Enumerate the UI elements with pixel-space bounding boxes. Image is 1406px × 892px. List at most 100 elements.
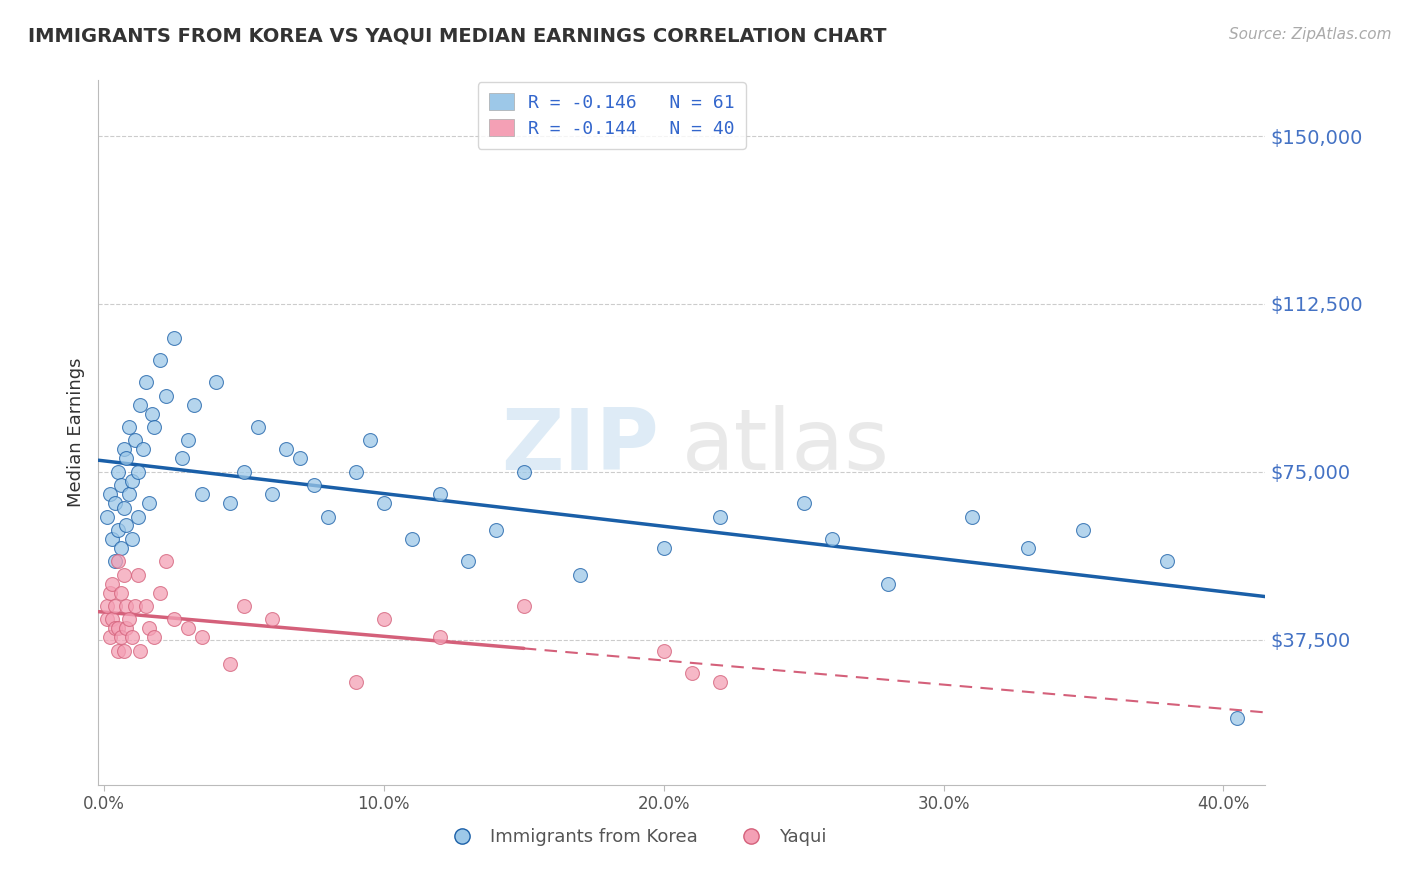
Point (568, 567, 591, 582)
Point (205, 376, 228, 390)
Text: ZIP: ZIP (501, 405, 658, 488)
Point (652, 644, 675, 658)
Point (121, 474, 143, 488)
Point (316, 509, 339, 524)
Point (233, 465, 256, 479)
Point (191, 487, 214, 501)
Point (127, 567, 149, 582)
Point (177, 621, 200, 635)
Point (260, 487, 283, 501)
Point (457, 554, 479, 568)
Point (110, 585, 132, 599)
Point (124, 599, 146, 613)
Point (143, 630, 166, 644)
Point (101, 612, 124, 626)
Point (143, 420, 166, 434)
Point (709, 675, 731, 690)
Point (115, 621, 138, 635)
Point (104, 621, 127, 635)
Text: IMMIGRANTS FROM KOREA VS YAQUI MEDIAN EARNINGS CORRELATION CHART: IMMIGRANTS FROM KOREA VS YAQUI MEDIAN EA… (28, 27, 887, 45)
Point (1226, 711, 1249, 725)
Point (172, 451, 194, 466)
Point (1017, 541, 1039, 555)
Point (793, 496, 815, 510)
Point (288, 451, 311, 466)
Point (429, 487, 451, 501)
Point (359, 434, 381, 448)
Point (115, 518, 138, 533)
Point (681, 666, 703, 681)
Point (121, 532, 143, 546)
Point (1156, 554, 1178, 568)
Point (149, 352, 172, 367)
Point (110, 478, 132, 492)
Point (513, 465, 536, 479)
Point (96, 509, 118, 524)
Text: Source: ZipAtlas.com: Source: ZipAtlas.com (1229, 27, 1392, 42)
Point (138, 496, 160, 510)
Point (107, 523, 129, 537)
Point (163, 330, 186, 344)
Point (98, 630, 121, 644)
Point (302, 478, 325, 492)
Point (155, 554, 177, 568)
Point (233, 599, 256, 613)
Point (107, 621, 129, 635)
Point (513, 599, 536, 613)
Point (1073, 523, 1095, 537)
Point (960, 509, 983, 524)
Point (373, 496, 395, 510)
Point (112, 442, 135, 457)
Point (876, 576, 898, 591)
Point (118, 612, 141, 626)
Point (112, 567, 135, 582)
Legend: Immigrants from Korea, Yaqui: Immigrants from Korea, Yaqui (437, 821, 834, 854)
Point (127, 465, 149, 479)
Point (246, 420, 269, 434)
Point (155, 389, 177, 403)
Point (401, 532, 423, 546)
Point (485, 523, 508, 537)
Point (112, 500, 135, 515)
Point (101, 576, 124, 591)
Point (124, 434, 146, 448)
Point (177, 434, 200, 448)
Point (709, 509, 731, 524)
Point (112, 644, 135, 658)
Text: atlas: atlas (682, 405, 890, 488)
Point (115, 599, 138, 613)
Point (429, 630, 451, 644)
Point (163, 612, 186, 626)
Point (135, 376, 157, 390)
Point (820, 532, 842, 546)
Point (121, 630, 143, 644)
Point (138, 621, 160, 635)
Point (149, 585, 172, 599)
Point (107, 465, 129, 479)
Point (101, 532, 124, 546)
Point (127, 509, 149, 524)
Point (129, 398, 152, 412)
Point (96, 599, 118, 613)
Point (274, 442, 297, 457)
Point (96, 612, 118, 626)
Point (373, 612, 395, 626)
Point (118, 420, 141, 434)
Point (260, 612, 283, 626)
Point (110, 541, 132, 555)
Point (115, 451, 138, 466)
Point (141, 407, 163, 421)
Point (110, 630, 132, 644)
Point (104, 554, 127, 568)
Point (344, 465, 367, 479)
Point (104, 599, 127, 613)
Point (135, 599, 157, 613)
Point (219, 657, 242, 672)
Point (107, 554, 129, 568)
Point (183, 398, 205, 412)
Point (344, 675, 367, 690)
Point (104, 496, 127, 510)
Point (107, 644, 129, 658)
Point (652, 541, 675, 555)
Y-axis label: Median Earnings: Median Earnings (66, 358, 84, 508)
